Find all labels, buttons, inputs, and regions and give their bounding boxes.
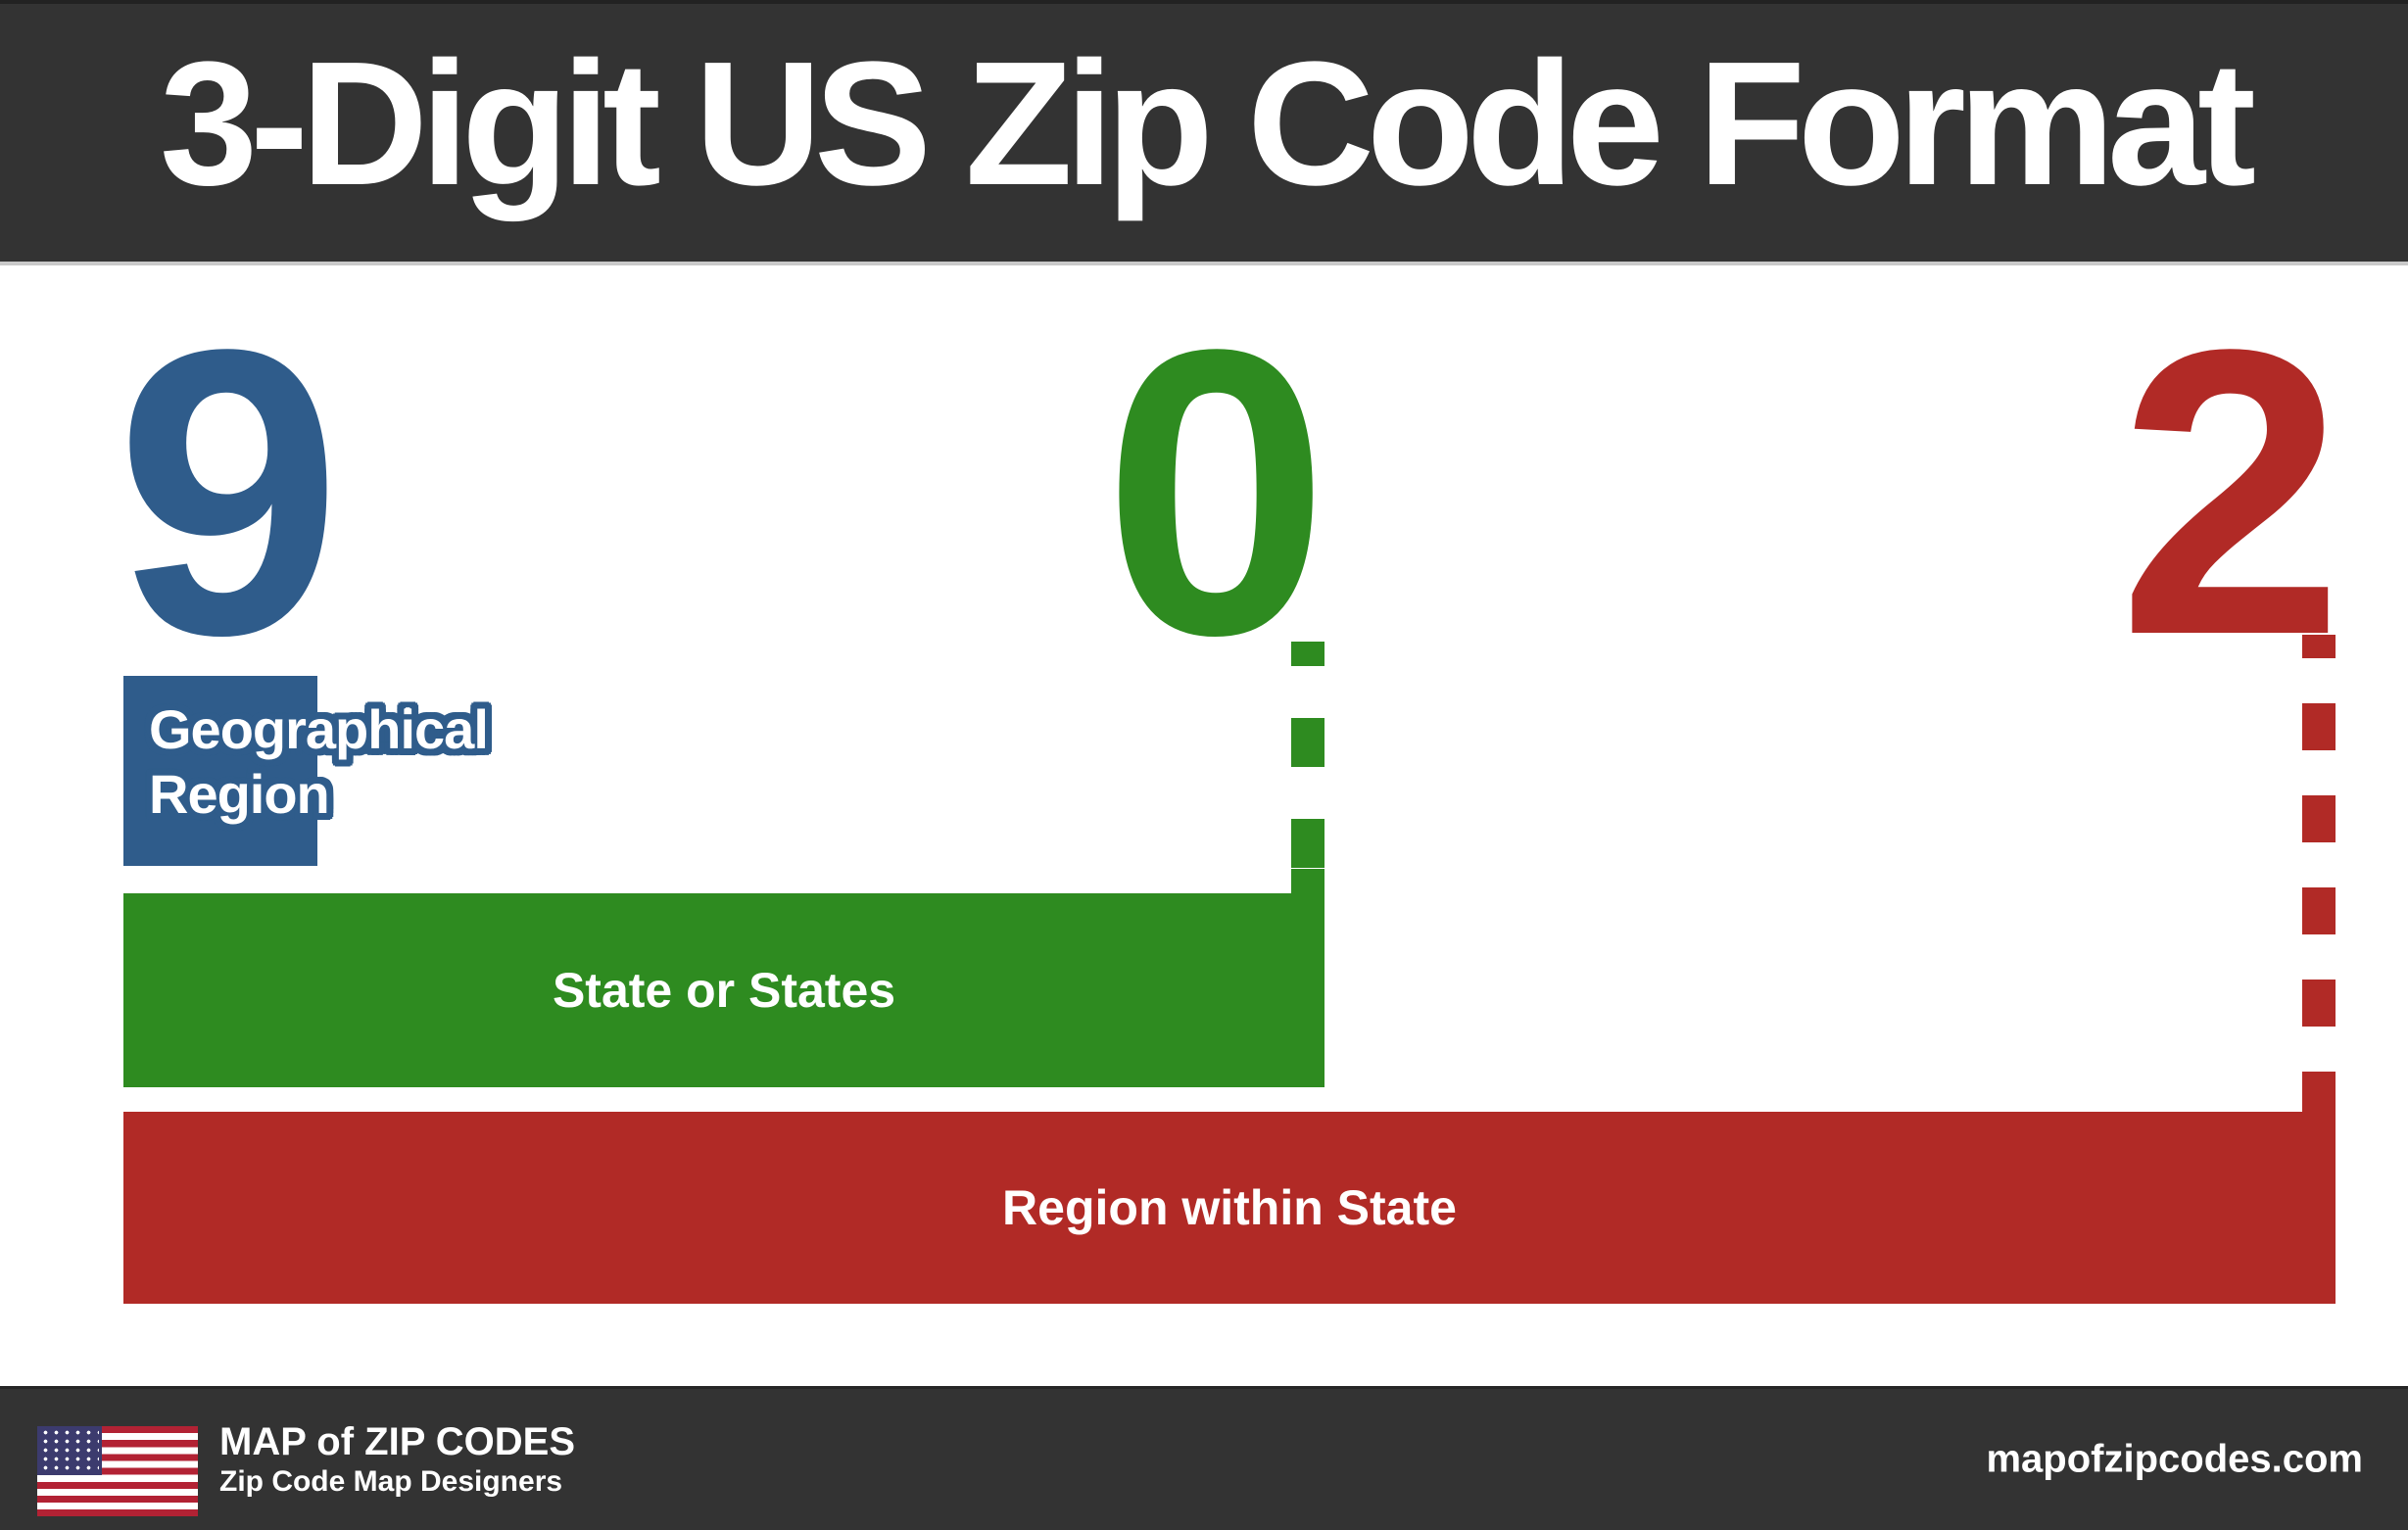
digit-2: 2 bbox=[2118, 264, 2344, 719]
geographical-region-label: Geographical Region bbox=[149, 698, 489, 825]
brand-tagline: Zip Code Map Designers bbox=[219, 1465, 563, 1498]
us-flag-canton bbox=[37, 1426, 102, 1475]
brand-block: MAP of ZIP CODES Zip Code Map Designers bbox=[219, 1419, 575, 1500]
website-url: mapofzipcodes.com bbox=[1986, 1437, 2363, 1481]
state-or-states-label: State or States bbox=[552, 963, 896, 1018]
geographical-region-box bbox=[123, 676, 317, 866]
digit-9: 9 bbox=[116, 264, 342, 719]
footer-bar: MAP of ZIP CODES Zip Code Map Designers … bbox=[0, 1386, 2408, 1530]
state-or-states-bar: State or States bbox=[123, 893, 1324, 1087]
region-within-state-label: Region within State bbox=[1002, 1180, 1457, 1235]
red-dashed-connector bbox=[2302, 635, 2336, 1112]
header-bar: 3-Digit US Zip Code Format bbox=[0, 0, 2408, 265]
region-within-state-bar: Region within State bbox=[123, 1112, 2336, 1304]
page-title: 3-Digit US Zip Code Format bbox=[160, 25, 2256, 222]
brand-name: MAP of ZIP CODES bbox=[219, 1420, 576, 1463]
digit-0: 0 bbox=[1103, 264, 1329, 719]
us-flag-icon bbox=[37, 1426, 198, 1516]
green-dashed-connector bbox=[1291, 642, 1324, 893]
